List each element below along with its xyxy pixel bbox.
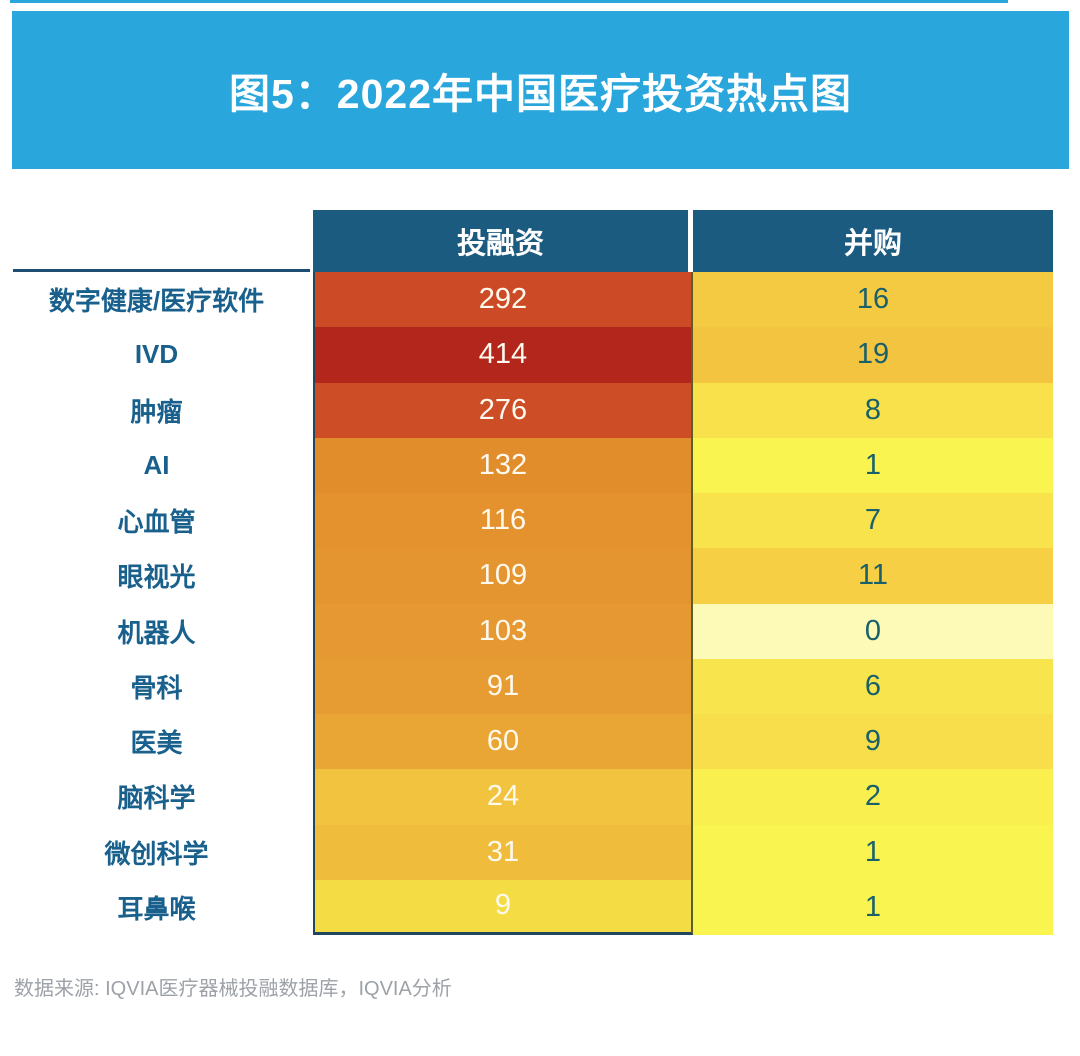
column-header-investment: 投融资 bbox=[313, 210, 693, 272]
table-row: 医美 60 9 bbox=[0, 714, 1053, 770]
column-header-ma: 并购 bbox=[693, 210, 1053, 272]
table-row: 肿瘤 276 8 bbox=[0, 382, 1053, 438]
top-edge-strip bbox=[10, 0, 1008, 3]
row-label: IVD bbox=[0, 327, 313, 383]
header-row: 投融资 并购 bbox=[0, 210, 1053, 272]
row-label: 耳鼻喉 bbox=[0, 879, 313, 935]
ma-cell: 6 bbox=[693, 658, 1053, 714]
header-label-spacer bbox=[0, 210, 313, 272]
chart-title: 图5：2022年中国医疗投资热点图 bbox=[228, 71, 852, 117]
row-label: 微创科学 bbox=[0, 824, 313, 880]
label-column-underline bbox=[13, 269, 310, 272]
investment-cell: 109 bbox=[313, 548, 693, 604]
table-row: 眼视光 109 11 bbox=[0, 548, 1053, 604]
investment-cell: 292 bbox=[313, 272, 693, 328]
row-label: 机器人 bbox=[0, 603, 313, 659]
table-row: AI 132 1 bbox=[0, 437, 1053, 493]
heatmap-table: 投融资 并购 数字健康/医疗软件 292 16 IVD 414 19 肿瘤 27… bbox=[0, 210, 1053, 935]
investment-cell: 9 bbox=[313, 879, 693, 935]
investment-cell: 414 bbox=[313, 327, 693, 383]
investment-cell: 31 bbox=[313, 824, 693, 880]
investment-cell: 276 bbox=[313, 382, 693, 438]
table-row: 骨科 91 6 bbox=[0, 658, 1053, 714]
row-label: AI bbox=[0, 437, 313, 493]
ma-cell: 9 bbox=[693, 714, 1053, 770]
data-source-note: 数据来源: IQVIA医疗器械投融数据库，IQVIA分析 bbox=[14, 978, 452, 1000]
row-label: 数字健康/医疗软件 bbox=[0, 272, 313, 328]
ma-cell: 1 bbox=[693, 437, 1053, 493]
ma-cell: 8 bbox=[693, 382, 1053, 438]
table-row: 数字健康/医疗软件 292 16 bbox=[0, 272, 1053, 328]
ma-cell: 11 bbox=[693, 548, 1053, 604]
row-label: 骨科 bbox=[0, 658, 313, 714]
ma-cell: 1 bbox=[693, 879, 1053, 935]
row-label: 脑科学 bbox=[0, 769, 313, 825]
table-row: 微创科学 31 1 bbox=[0, 824, 1053, 880]
heatmap-rows: 数字健康/医疗软件 292 16 IVD 414 19 肿瘤 276 8 AI … bbox=[0, 272, 1053, 935]
ma-cell: 7 bbox=[693, 493, 1053, 549]
ma-cell: 0 bbox=[693, 603, 1053, 659]
ma-cell: 16 bbox=[693, 272, 1053, 328]
row-label: 眼视光 bbox=[0, 548, 313, 604]
table-row: 耳鼻喉 9 1 bbox=[0, 879, 1053, 935]
investment-cell: 103 bbox=[313, 603, 693, 659]
investment-cell: 116 bbox=[313, 493, 693, 549]
row-label: 医美 bbox=[0, 714, 313, 770]
table-row: 机器人 103 0 bbox=[0, 603, 1053, 659]
investment-cell: 132 bbox=[313, 437, 693, 493]
investment-cell: 60 bbox=[313, 714, 693, 770]
table-row: 脑科学 24 2 bbox=[0, 769, 1053, 825]
table-row: 心血管 116 7 bbox=[0, 493, 1053, 549]
ma-cell: 19 bbox=[693, 327, 1053, 383]
ma-cell: 2 bbox=[693, 769, 1053, 825]
row-label: 心血管 bbox=[0, 493, 313, 549]
investment-cell: 91 bbox=[313, 658, 693, 714]
investment-cell: 24 bbox=[313, 769, 693, 825]
ma-cell: 1 bbox=[693, 824, 1053, 880]
row-label: 肿瘤 bbox=[0, 382, 313, 438]
title-banner: 图5：2022年中国医疗投资热点图 bbox=[12, 11, 1069, 169]
table-row: IVD 414 19 bbox=[0, 327, 1053, 383]
